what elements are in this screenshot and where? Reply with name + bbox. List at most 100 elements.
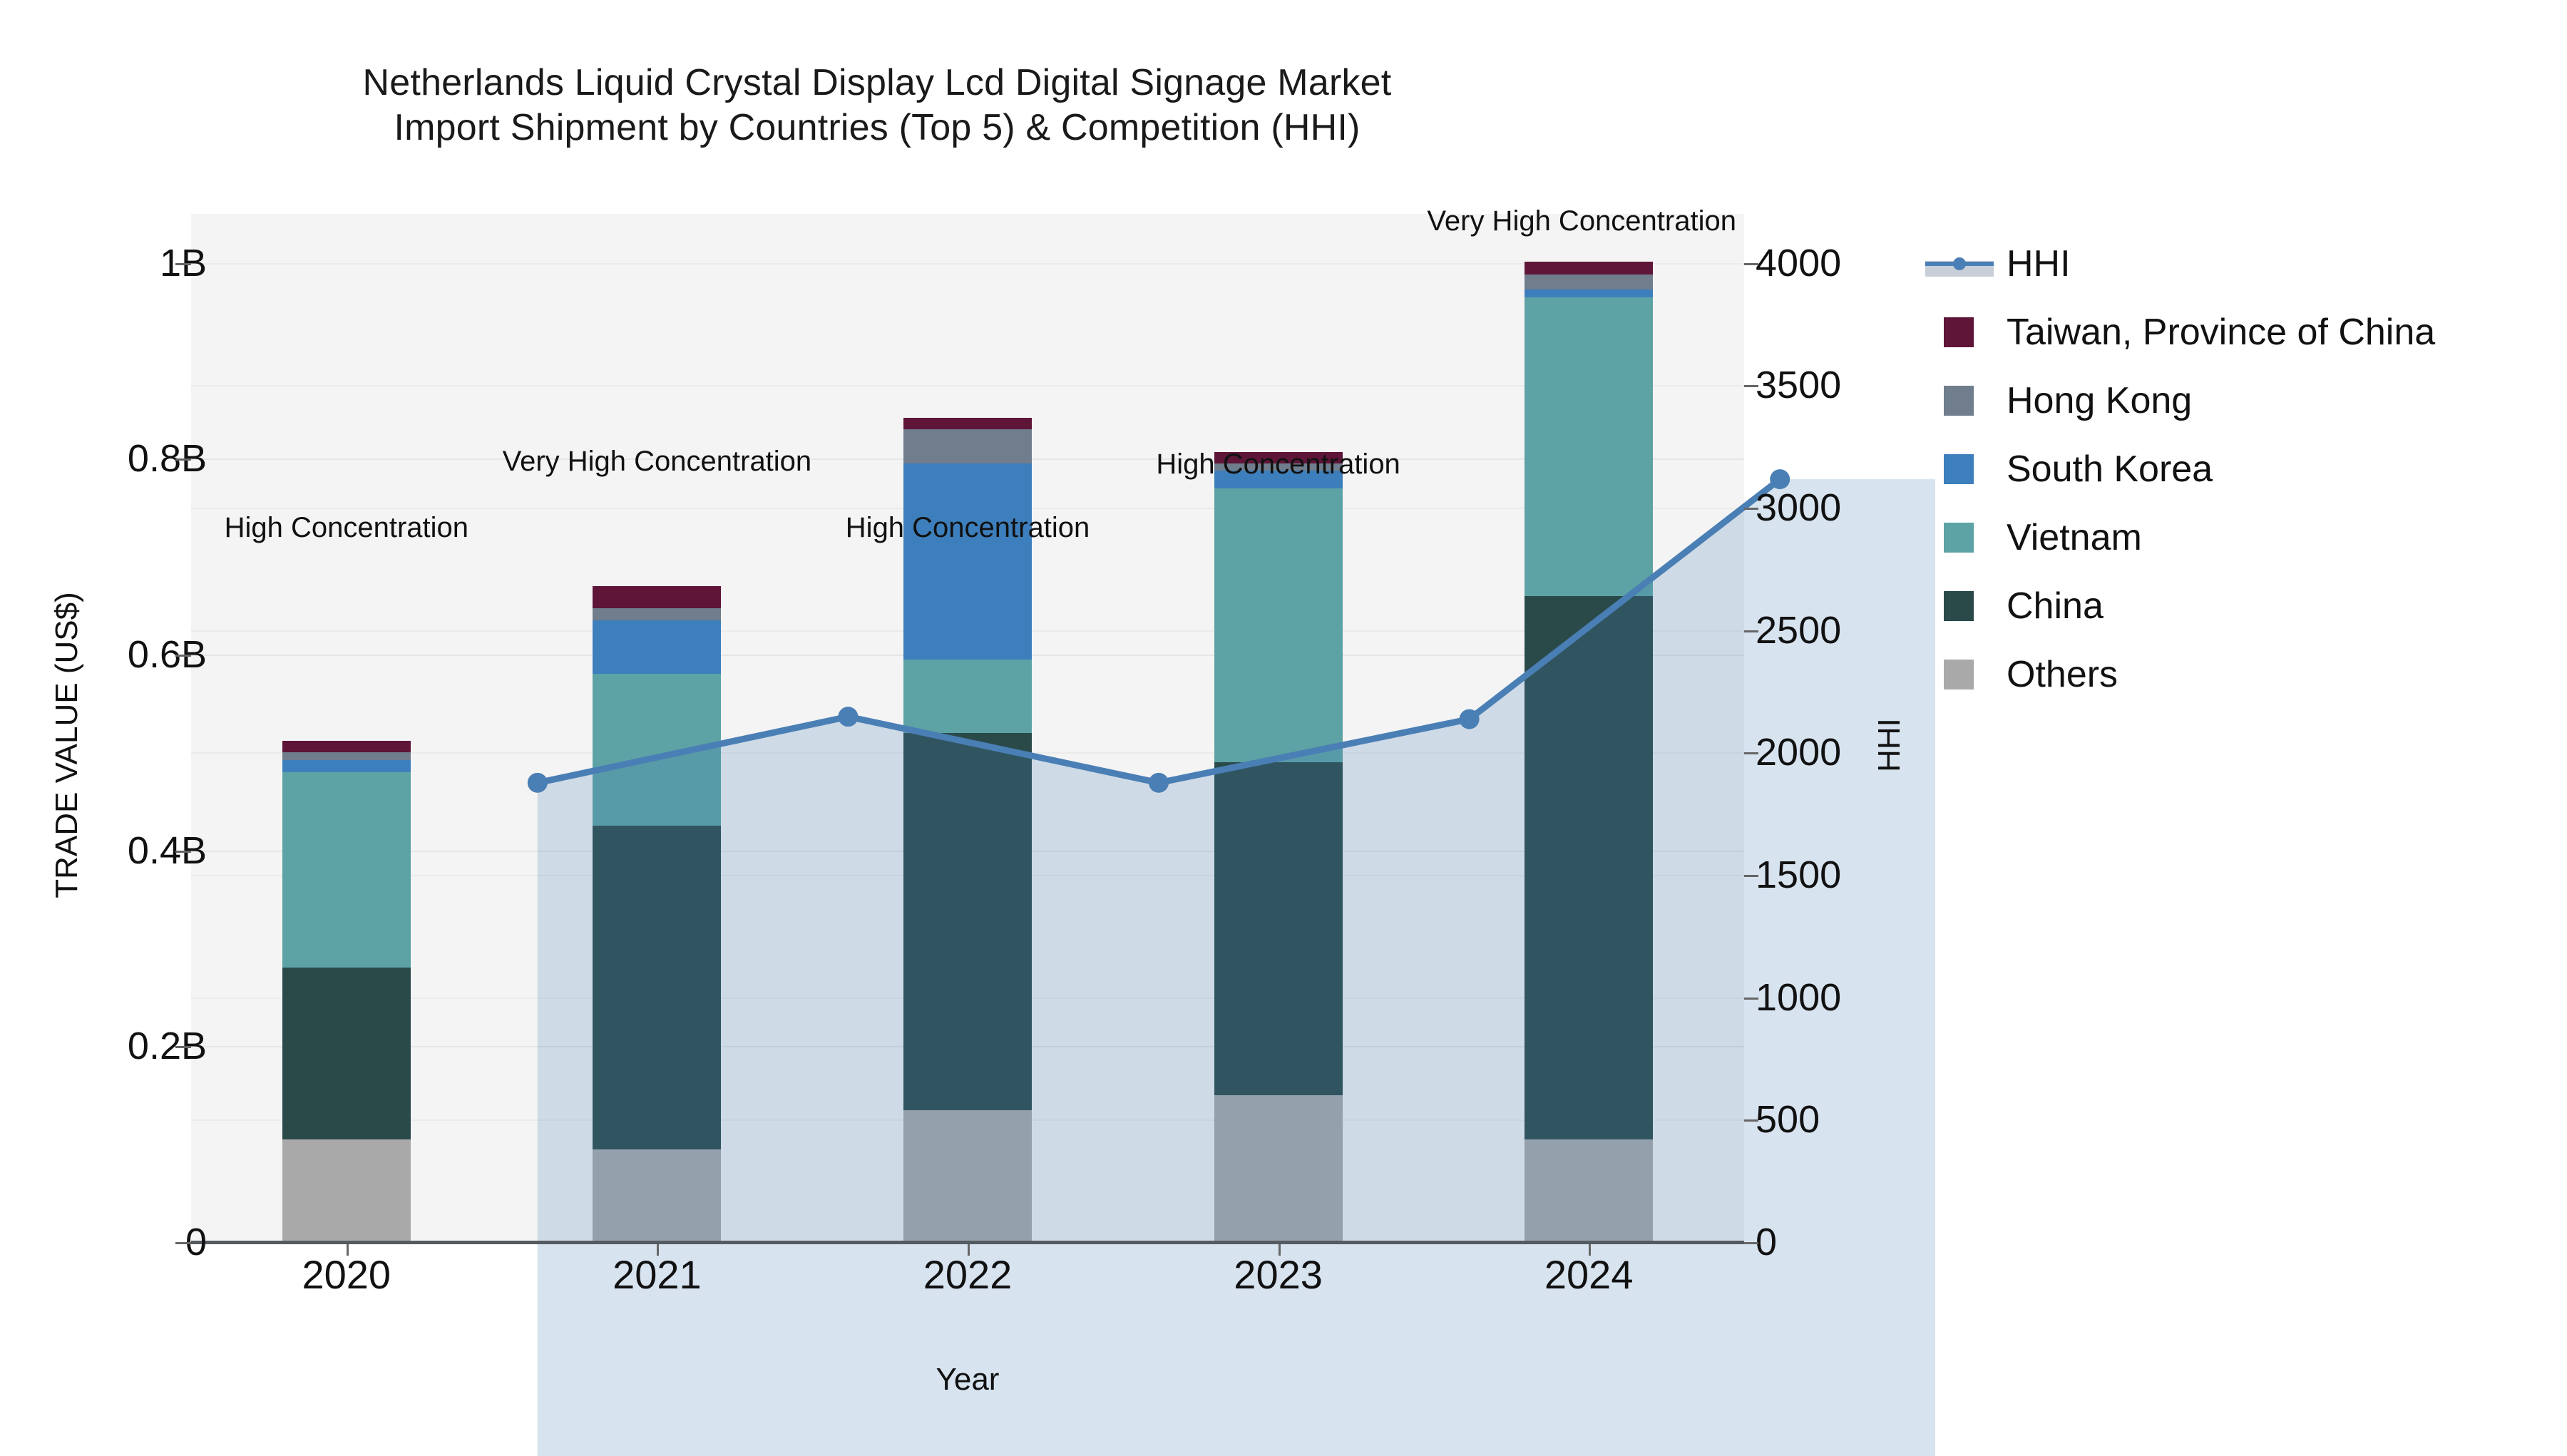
y-axis-left-tick-mark (175, 1046, 191, 1049)
bar-segment[interactable] (1214, 463, 1343, 471)
plot-area (191, 214, 1935, 1456)
bar-segment[interactable] (282, 760, 411, 772)
legend-item[interactable]: Hong Kong (1925, 366, 2553, 435)
bar-segment[interactable] (282, 1139, 411, 1242)
y-axis-right-tick-label: 0 (1756, 1221, 1778, 1263)
y-axis-left-tick-mark (175, 458, 191, 461)
legend-item[interactable]: Others (1925, 640, 2553, 709)
y-axis-right-tick-mark (1744, 752, 1758, 755)
bar-segment[interactable] (1525, 262, 1654, 275)
bar-segment[interactable] (1214, 451, 1343, 464)
bar-segment[interactable] (1525, 1139, 1654, 1242)
y-axis-right-tick-label: 2000 (1756, 731, 1842, 774)
x-axis-tick-mark (346, 1244, 349, 1256)
y-axis-right-tick-label: 1000 (1756, 975, 1842, 1019)
hhi-data-point[interactable] (527, 772, 548, 793)
legend-label: HHI (2007, 243, 2071, 284)
x-axis-tick-label: 2022 (923, 1252, 1013, 1297)
x-axis-line (191, 1241, 1744, 1244)
bar-segment[interactable] (593, 585, 722, 609)
hhi-annotation: High Concentration (224, 511, 469, 543)
bar-segment[interactable] (282, 968, 411, 1139)
y-axis-left-tick-label: 0.6B (127, 633, 207, 676)
y-axis-right-tick-mark (1744, 385, 1758, 388)
y-axis-right-tick-label: 2500 (1756, 608, 1842, 652)
y-axis-left-tick-label: 0.4B (127, 829, 207, 872)
bar-segment[interactable] (903, 417, 1032, 430)
y-axis-right-tick-label: 3000 (1756, 486, 1842, 529)
bar-segment[interactable] (903, 732, 1032, 1110)
bar-segment[interactable] (593, 826, 722, 1149)
hhi-annotation: High Concentration (845, 511, 1090, 543)
legend-label: Vietnam (2007, 517, 2142, 558)
y-axis-left-label: TRADE VALUE (US$) (49, 592, 84, 898)
hhi-data-point[interactable] (838, 707, 859, 727)
gridline-right (191, 262, 1744, 265)
y-axis-right-tick-label: 4000 (1756, 241, 1842, 284)
legend-item[interactable]: Vietnam (1925, 503, 2553, 572)
y-axis-right-tick-label: 1500 (1756, 853, 1842, 896)
legend-label: Hong Kong (2007, 380, 2193, 421)
bar-segment[interactable] (1525, 289, 1654, 297)
bar-segment[interactable] (282, 740, 411, 753)
bar-segment[interactable] (593, 608, 722, 620)
y-axis-right-tick-mark (1744, 997, 1758, 1000)
legend-label: South Korea (2007, 448, 2213, 490)
y-axis-right-tick-mark (1744, 875, 1758, 877)
bar-segment[interactable] (1525, 297, 1654, 596)
y-axis-right-label: HHI (1872, 718, 1907, 772)
x-axis-tick-label: 2023 (1234, 1252, 1323, 1297)
bar-segment[interactable] (593, 1149, 722, 1242)
bar-segment[interactable] (593, 674, 722, 826)
y-axis-right-tick-mark (1744, 1242, 1758, 1244)
y-axis-left-tick-mark (175, 655, 191, 657)
chart-title-line2: Import Shipment by Countries (Top 5) & C… (394, 107, 1361, 149)
x-axis-tick-mark (1589, 1244, 1592, 1256)
chart-legend: HHI Taiwan, Province of China Hong Kong Sou… (1925, 230, 2553, 709)
bar-segment[interactable] (903, 1109, 1032, 1242)
legend-swatch (1944, 523, 1974, 553)
bar-segment[interactable] (903, 429, 1032, 464)
bar-segment[interactable] (1525, 595, 1654, 1139)
hhi-annotation: Very High Concentration (502, 446, 812, 478)
legend-line-icon (1925, 249, 1994, 279)
legend-swatch (1944, 386, 1974, 416)
bar-segment[interactable] (1214, 762, 1343, 1095)
gridline-right (191, 385, 1744, 387)
bar-segment[interactable] (593, 620, 722, 675)
y-axis-right-tick-label: 3500 (1756, 364, 1842, 407)
legend-item[interactable]: China (1925, 572, 2553, 640)
legend-label: Taiwan, Province of China (2007, 312, 2436, 353)
bar-segment[interactable] (282, 752, 411, 761)
legend-swatch (1944, 317, 1974, 347)
legend-item[interactable]: Taiwan, Province of China (1925, 298, 2553, 366)
bar-segment[interactable] (1214, 488, 1343, 763)
x-axis-tick-mark (968, 1244, 970, 1256)
y-axis-right-tick-mark (1744, 262, 1758, 265)
y-axis-left-tick-label: 0.2B (127, 1025, 207, 1068)
legend-swatch (1944, 660, 1974, 689)
y-axis-right-tick-mark (1744, 630, 1758, 632)
hhi-data-point[interactable] (1149, 772, 1169, 793)
bar-segment[interactable] (1214, 1095, 1343, 1242)
x-axis-tick-label: 2024 (1544, 1252, 1634, 1297)
hhi-data-point[interactable] (1459, 709, 1480, 729)
bar-segment[interactable] (903, 659, 1032, 733)
legend-item[interactable]: HHI (1925, 230, 2553, 298)
chart-title-line1: Netherlands Liquid Crystal Display Lcd D… (362, 62, 1392, 103)
y-axis-left-tick-mark (175, 1242, 191, 1244)
y-axis-right-tick-mark (1744, 508, 1758, 510)
y-axis-right-tick-label: 500 (1756, 1098, 1820, 1142)
hhi-annotation: High Concentration (1156, 448, 1400, 480)
hhi-annotation: Very High Concentration (1427, 205, 1736, 237)
x-axis-tick-mark (657, 1244, 660, 1256)
y-axis-left-tick-label: 0.8B (127, 437, 207, 481)
y-axis-right-tick-mark (1744, 1119, 1758, 1122)
bar-segment[interactable] (903, 463, 1032, 660)
bar-segment[interactable] (282, 771, 411, 968)
legend-item[interactable]: South Korea (1925, 435, 2553, 503)
legend-swatch (1944, 591, 1974, 621)
y-axis-left-tick-mark (175, 850, 191, 853)
bar-segment[interactable] (1525, 275, 1654, 289)
